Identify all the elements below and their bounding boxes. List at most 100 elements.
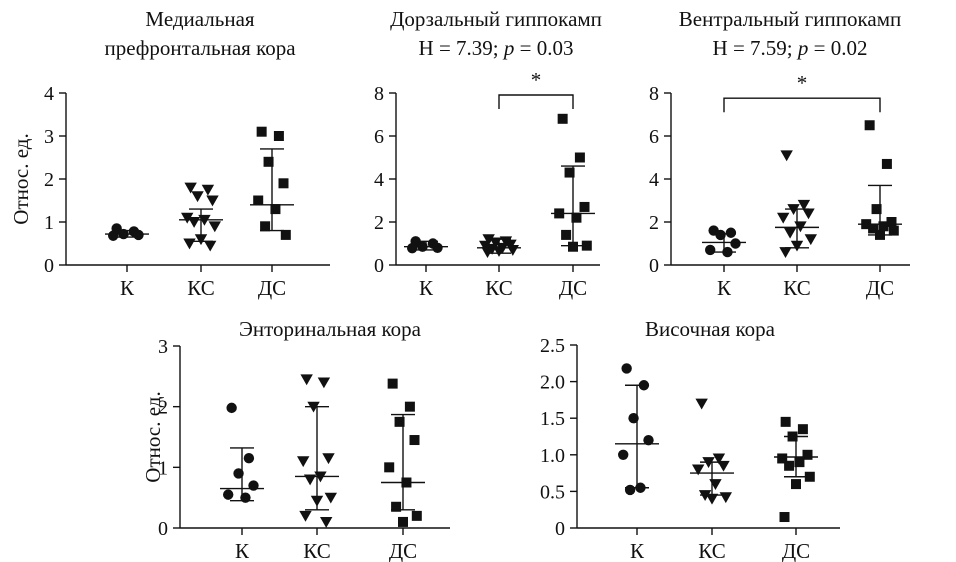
data-point (868, 223, 879, 234)
data-point (253, 195, 264, 206)
data-point (561, 229, 572, 240)
data-point (871, 204, 882, 215)
y-tick-label: 2 (44, 169, 54, 191)
data-point (314, 471, 327, 483)
x-tick-label: ДС (389, 539, 417, 562)
panel-title: Энторинальная кора (239, 317, 422, 341)
data-point (411, 510, 422, 521)
data-point (574, 152, 585, 163)
y-tick-label: 2 (374, 212, 384, 234)
x-tick-label: КС (783, 276, 811, 300)
data-point (206, 195, 219, 207)
data-point (780, 416, 791, 427)
y-tick-label: 0 (158, 518, 168, 540)
x-tick-label: К (717, 276, 732, 300)
data-point (804, 234, 817, 246)
y-tick-label: 1 (44, 212, 54, 234)
y-tick-label: 1.0 (540, 445, 565, 467)
data-point (554, 208, 565, 219)
data-point (564, 167, 575, 178)
data-point (698, 490, 712, 501)
data-point (802, 449, 813, 460)
data-point (779, 247, 792, 258)
data-point (715, 229, 726, 241)
data-point (233, 468, 244, 479)
data-point (557, 113, 568, 124)
data-point (881, 158, 892, 169)
group-1 (179, 182, 223, 252)
x-tick-label: КС (187, 276, 215, 300)
data-point (198, 214, 211, 226)
y-tick-label: 0 (555, 518, 565, 540)
panel-temporal: Височная кора 0 0.5 1.0 1.5 2.0 2.5 К КС ДС (540, 317, 840, 562)
x-tick-label: К (120, 276, 135, 300)
group-1 (690, 398, 734, 505)
panel-stat: H = 7.39; p = 0.03 (419, 36, 574, 60)
data-point (804, 471, 815, 482)
data-point (730, 238, 741, 249)
data-point (409, 435, 420, 446)
data-point (709, 479, 722, 490)
panel-title-line2: префронтальная кора (104, 36, 296, 60)
data-point (226, 402, 237, 414)
group-0 (702, 225, 746, 258)
data-point (398, 516, 408, 527)
group-1 (295, 374, 339, 528)
data-point (404, 401, 415, 412)
panel-title: Вентральный гиппокамп (679, 7, 901, 31)
data-point (638, 380, 650, 391)
data-point (780, 150, 793, 162)
y-tick-label: 8 (374, 83, 384, 105)
data-point (204, 240, 217, 252)
data-point (432, 242, 443, 253)
data-point (579, 201, 590, 212)
data-point (407, 243, 418, 254)
data-point (779, 512, 790, 523)
data-point (322, 453, 335, 465)
data-point (391, 501, 402, 512)
y-tick-label: 3 (44, 126, 54, 148)
data-point (187, 217, 201, 228)
y-tick-label: 8 (649, 83, 659, 105)
data-point (886, 217, 897, 227)
data-point (568, 241, 578, 252)
x-tick-label: К (630, 539, 645, 562)
data-point (324, 492, 337, 504)
significance-bracket (723, 97, 881, 113)
x-tick-label: КС (698, 539, 726, 562)
data-point (317, 377, 331, 389)
panel-entorhinal: Энторинальная кора 0 1 2 3 Относ. ед. К КС ДС (141, 317, 450, 562)
data-point (618, 449, 629, 460)
panel-title: Височная кора (645, 317, 776, 341)
data-point (492, 246, 506, 257)
significance-bracket (498, 94, 574, 109)
panel-ventral-hippocampus: Вентральный гиппокамп H = 7.59; p = 0.02 0… (649, 7, 910, 300)
data-point (794, 221, 807, 233)
data-point (722, 246, 733, 258)
group-0 (105, 223, 149, 241)
y-tick-label: 4 (374, 169, 384, 191)
data-point (794, 457, 805, 468)
data-point (243, 453, 255, 464)
group-0 (220, 402, 264, 503)
data-point (797, 424, 808, 435)
data-point (479, 240, 492, 252)
data-point (280, 229, 291, 240)
data-point (581, 240, 592, 251)
data-point (320, 516, 333, 528)
data-point (191, 191, 204, 203)
data-point (784, 460, 795, 471)
data-point (181, 212, 194, 224)
x-tick-label: КС (303, 539, 331, 562)
data-point (256, 126, 267, 137)
data-point (118, 228, 129, 240)
y-tick-label: 0 (44, 255, 54, 277)
data-point (401, 477, 412, 488)
y-tick-label: 0.5 (540, 481, 565, 503)
data-point (223, 489, 234, 500)
data-point (712, 453, 726, 465)
data-point (194, 234, 208, 246)
panel-stat: H = 7.59; p = 0.02 (713, 36, 868, 60)
data-point (643, 434, 654, 446)
